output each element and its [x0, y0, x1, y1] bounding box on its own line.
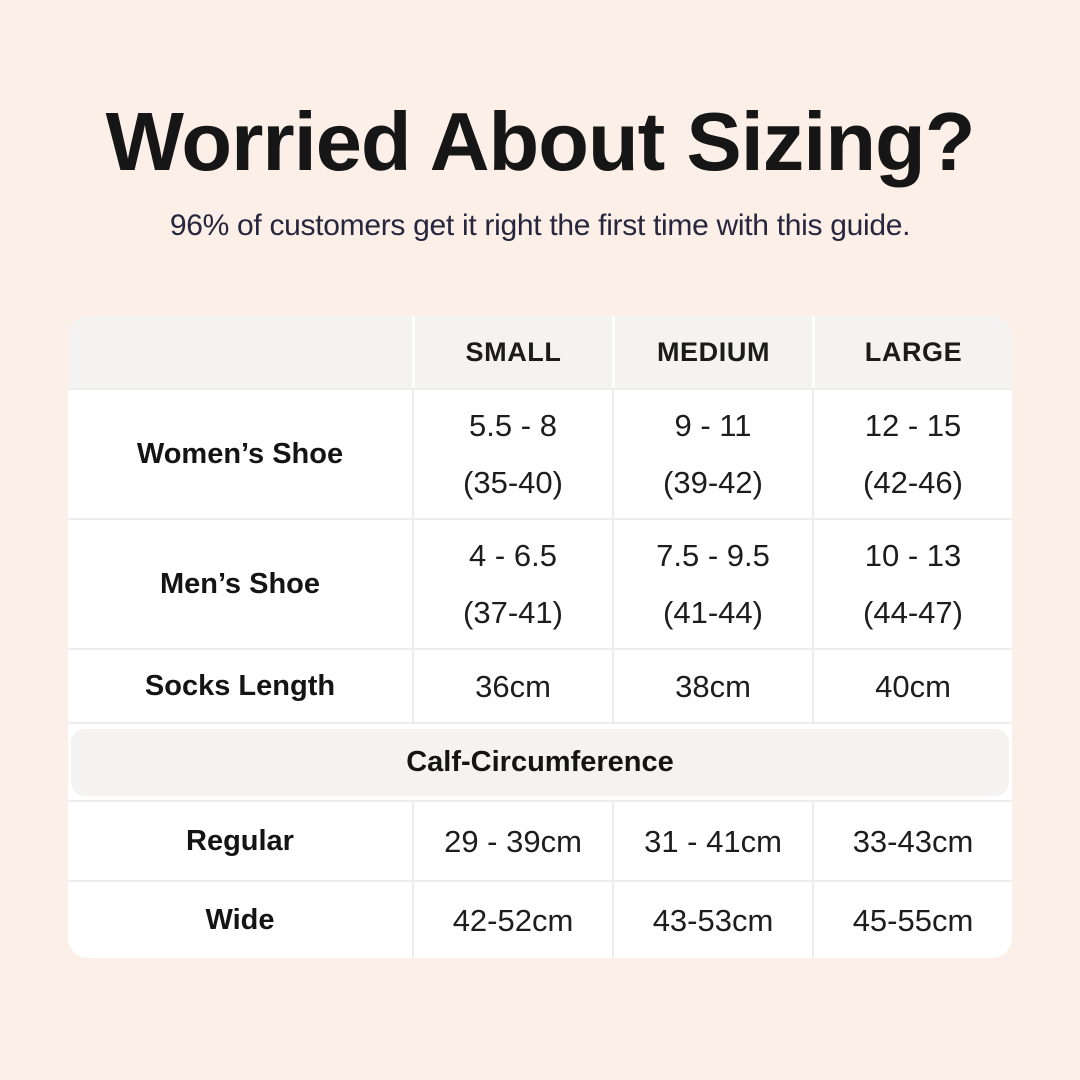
table-header-medium: MEDIUM: [612, 316, 812, 388]
table-body-shoe-sizes: Women’s Shoe 5.5 - 8 (35-40) 9 - 11 (39-42) 1…: [68, 388, 1012, 722]
sizing-table: SMALL MEDIUM LARGE Women’s Shoe 5.5 - 8 (3…: [68, 316, 1012, 958]
cell-value: 9 - 11 (39-42): [612, 390, 812, 518]
row-label: Regular: [186, 824, 294, 857]
table-header-empty: [68, 316, 412, 388]
cell-value: 45-55cm: [812, 882, 1012, 958]
page-subtitle: 96% of customers get it right the first …: [169, 209, 911, 242]
cell-value: 29 - 39cm: [412, 802, 612, 880]
table-row: Regular 29 - 39cm 31 - 41cm 33-43cm: [68, 800, 1012, 880]
table-header-row: SMALL MEDIUM LARGE: [68, 316, 1012, 388]
table-row: Socks Length 36cm 38cm 40cm: [68, 648, 1012, 722]
table-body-calf-sizes: Regular 29 - 39cm 31 - 41cm 33-43cm Wide 42-5…: [68, 800, 1012, 958]
row-label: Wide: [205, 903, 275, 936]
table-row: Women’s Shoe 5.5 - 8 (35-40) 9 - 11 (39-42) 1…: [68, 388, 1012, 518]
cell-value: 5.5 - 8 (35-40): [412, 390, 612, 518]
section-header-calf-circumference: Calf-Circumference: [71, 729, 1009, 796]
table-header-small: SMALL: [412, 316, 612, 388]
row-label: Women’s Shoe: [136, 437, 344, 470]
table-row: Men’s Shoe 4 - 6.5 (37-41) 7.5 - 9.5 (41-44)…: [68, 518, 1012, 648]
row-label: Men’s Shoe: [159, 567, 321, 600]
cell-value: 42-52cm: [412, 882, 612, 958]
section-row: Calf-Circumference: [68, 722, 1012, 800]
cell-value: 33-43cm: [812, 802, 1012, 880]
page-title: Worried About Sizing?: [105, 95, 976, 188]
cell-value: 4 - 6.5 (37-41): [412, 520, 612, 648]
cell-value: 31 - 41cm: [612, 802, 812, 880]
cell-value: 43-53cm: [612, 882, 812, 958]
table-header-large: LARGE: [812, 316, 1012, 388]
row-label: Socks Length: [144, 669, 336, 702]
cell-value: 40cm: [812, 650, 1012, 722]
cell-value: 10 - 13 (44-47): [812, 520, 1012, 648]
cell-value: 12 - 15 (42-46): [812, 390, 1012, 518]
table-row: Wide 42-52cm 43-53cm 45-55cm: [68, 880, 1012, 958]
cell-value: 36cm: [412, 650, 612, 722]
cell-value: 7.5 - 9.5 (41-44): [612, 520, 812, 648]
cell-value: 38cm: [612, 650, 812, 722]
